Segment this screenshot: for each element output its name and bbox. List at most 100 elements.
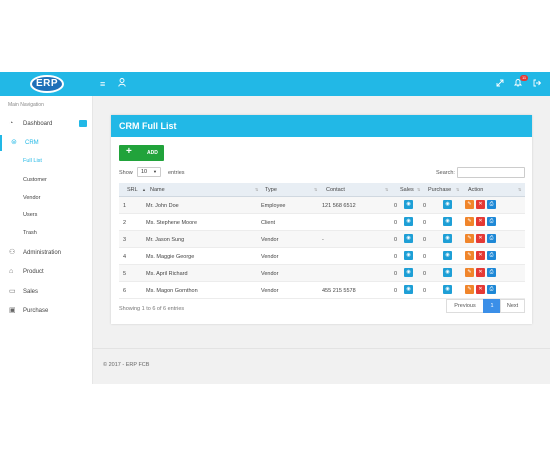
column-header-sales[interactable]: Sales: [400, 187, 414, 193]
show-label: Show: [119, 170, 133, 176]
sidebar-subitem-trash[interactable]: Trash: [23, 230, 37, 236]
delete-icon[interactable]: ✕: [476, 200, 485, 209]
plus-icon: +: [126, 147, 132, 157]
view-sales-icon[interactable]: ◉: [404, 200, 413, 209]
add-button-label: ADD: [147, 150, 158, 156]
cell-sales: 0: [394, 237, 397, 243]
table-row: 5 Ms. April Richard Vendor 0 ◉ 0 ◉ ✎ ✕ ⎙: [119, 265, 525, 282]
sidebar-subitem-full-list[interactable]: Full List: [23, 158, 42, 164]
cell-name: Ms. Magon Gornthon: [146, 288, 198, 294]
sort-icon[interactable]: ⇅: [385, 187, 388, 192]
column-header-name[interactable]: Name: [150, 187, 165, 193]
add-button[interactable]: + ADD: [119, 145, 164, 161]
sidebar-subitem-customer[interactable]: Customer: [23, 177, 47, 183]
column-header-purchase[interactable]: Purchase: [428, 187, 451, 193]
delete-icon[interactable]: ✕: [476, 285, 485, 294]
user-icon[interactable]: [118, 78, 126, 90]
table-row: 1 Mr. John Doe Employee 121 568 6512 0 ◉…: [119, 197, 525, 214]
sidebar: Main Navigation ◔ Dashboard ⊜ CRM Full L…: [0, 96, 93, 384]
sort-icon[interactable]: ⇅: [255, 187, 258, 192]
top-bar: ERP ≡ 11: [0, 72, 550, 96]
edit-icon[interactable]: ✎: [465, 251, 474, 260]
cell-srl: 4: [123, 254, 126, 260]
sidebar-item-purchase[interactable]: ▣ Purchase: [0, 303, 93, 319]
delete-icon[interactable]: ✕: [476, 234, 485, 243]
menu-icon[interactable]: ≡: [100, 78, 105, 90]
print-icon[interactable]: ⎙: [487, 200, 496, 209]
delete-icon[interactable]: ✕: [476, 251, 485, 260]
view-purchase-icon[interactable]: ◉: [443, 200, 452, 209]
table-header: SRL ▲ Name ⇅ Type ⇅ Contact ⇅ Sales ⇅ Pu…: [119, 183, 525, 197]
caret-down-icon: ▼: [153, 169, 157, 174]
view-purchase-icon[interactable]: ◉: [443, 234, 452, 243]
sidebar-subitem-vendor[interactable]: Vendor: [23, 195, 40, 201]
edit-icon[interactable]: ✎: [465, 200, 474, 209]
cell-type: Client: [261, 220, 275, 226]
cell-name: Ms. April Richard: [146, 271, 188, 277]
view-sales-icon[interactable]: ◉: [404, 285, 413, 294]
column-header-contact[interactable]: Contact: [326, 187, 345, 193]
delete-icon[interactable]: ✕: [476, 217, 485, 226]
edit-icon[interactable]: ✎: [465, 285, 474, 294]
pager-previous[interactable]: Previous: [446, 299, 484, 313]
table-row: 2 Ms. Stephene Moore Client 0 ◉ 0 ◉ ✎ ✕ …: [119, 214, 525, 231]
crm-icon: ⊜: [11, 139, 19, 147]
print-icon[interactable]: ⎙: [487, 268, 496, 277]
delete-icon[interactable]: ✕: [476, 268, 485, 277]
table-info: Showing 1 to 6 of 6 entries: [119, 306, 184, 312]
sort-icon[interactable]: ⇅: [314, 187, 317, 192]
sidebar-item-administration[interactable]: ⚇ Administration: [0, 245, 93, 261]
edit-icon[interactable]: ✎: [465, 234, 474, 243]
view-sales-icon[interactable]: ◉: [404, 234, 413, 243]
print-icon[interactable]: ⎙: [487, 234, 496, 243]
product-icon: ⌂: [9, 268, 17, 276]
view-purchase-icon[interactable]: ◉: [443, 268, 452, 277]
erp-logo[interactable]: ERP: [30, 75, 64, 93]
column-header-type[interactable]: Type: [265, 187, 277, 193]
column-header-action: Action: [468, 187, 483, 193]
print-icon[interactable]: ⎙: [487, 251, 496, 260]
view-sales-icon[interactable]: ◉: [404, 217, 413, 226]
view-purchase-icon[interactable]: ◉: [443, 217, 452, 226]
sort-icon[interactable]: ⇅: [417, 187, 420, 192]
sidebar-item-crm[interactable]: ⊜ CRM: [0, 135, 93, 151]
edit-icon[interactable]: ✎: [465, 268, 474, 277]
table-row: 4 Ms. Maggie George Vendor 0 ◉ 0 ◉ ✎ ✕ ⎙: [119, 248, 525, 265]
crm-list-card: CRM Full List + ADD Show 10 ▼ entries Se…: [111, 115, 532, 324]
page-title: CRM Full List: [119, 121, 177, 131]
cell-sales: 0: [394, 220, 397, 226]
print-icon[interactable]: ⎙: [487, 285, 496, 294]
search-input[interactable]: [457, 167, 525, 178]
sort-icon[interactable]: ⇅: [456, 187, 459, 192]
pager-page-1[interactable]: 1: [483, 299, 501, 313]
cell-name: Mr. Jason Sung: [146, 237, 184, 243]
cell-name: Ms. Stephene Moore: [146, 220, 197, 226]
sidebar-item-product[interactable]: ⌂ Product: [0, 264, 93, 280]
sidebar-item-label: CRM: [25, 140, 39, 146]
view-purchase-icon[interactable]: ◉: [443, 285, 452, 294]
edit-icon[interactable]: ✎: [465, 217, 474, 226]
cell-purchase: 0: [423, 203, 426, 209]
pager-next[interactable]: Next: [500, 299, 525, 313]
column-header-srl[interactable]: SRL: [127, 187, 138, 193]
sidebar-item-sales[interactable]: ▭ Sales: [0, 284, 93, 300]
view-purchase-icon[interactable]: ◉: [443, 251, 452, 260]
view-sales-icon[interactable]: ◉: [404, 251, 413, 260]
sort-icon[interactable]: ⇅: [518, 187, 521, 192]
view-sales-icon[interactable]: ◉: [404, 268, 413, 277]
sidebar-item-dashboard[interactable]: ◔ Dashboard: [0, 116, 93, 132]
cell-name: Mr. John Doe: [146, 203, 179, 209]
cell-purchase: 0: [423, 288, 426, 294]
sidebar-item-label: Purchase: [23, 308, 48, 314]
dashboard-badge: [79, 120, 87, 127]
sidebar-subitem-users[interactable]: Users: [23, 212, 37, 218]
sort-asc-icon[interactable]: ▲: [142, 187, 146, 192]
entries-select[interactable]: 10 ▼: [137, 167, 161, 177]
cell-sales: 0: [394, 288, 397, 294]
cell-sales: 0: [394, 203, 397, 209]
sales-icon: ▭: [9, 288, 17, 296]
print-icon[interactable]: ⎙: [487, 217, 496, 226]
entries-label: entries: [168, 170, 185, 176]
logout-icon[interactable]: [533, 78, 541, 90]
expand-icon[interactable]: [496, 78, 504, 90]
